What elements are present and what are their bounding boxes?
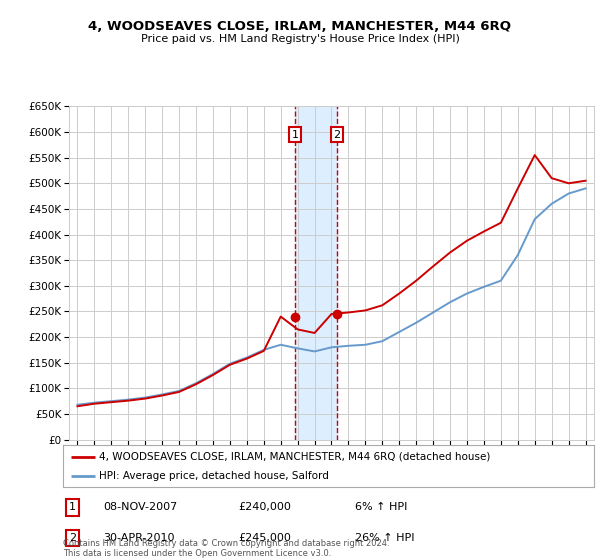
- Text: 4, WOODSEAVES CLOSE, IRLAM, MANCHESTER, M44 6RQ (detached house): 4, WOODSEAVES CLOSE, IRLAM, MANCHESTER, …: [99, 451, 490, 461]
- Text: Contains HM Land Registry data © Crown copyright and database right 2024.
This d: Contains HM Land Registry data © Crown c…: [63, 539, 389, 558]
- Text: £240,000: £240,000: [238, 502, 291, 512]
- Text: 6% ↑ HPI: 6% ↑ HPI: [355, 502, 407, 512]
- Text: 1: 1: [69, 502, 76, 512]
- Text: 26% ↑ HPI: 26% ↑ HPI: [355, 533, 415, 543]
- Text: 08-NOV-2007: 08-NOV-2007: [103, 502, 177, 512]
- Text: 30-APR-2010: 30-APR-2010: [103, 533, 175, 543]
- Text: Price paid vs. HM Land Registry's House Price Index (HPI): Price paid vs. HM Land Registry's House …: [140, 34, 460, 44]
- Text: 1: 1: [292, 129, 299, 139]
- Text: £245,000: £245,000: [238, 533, 291, 543]
- Bar: [295, 106, 337, 440]
- Text: HPI: Average price, detached house, Salford: HPI: Average price, detached house, Salf…: [99, 471, 329, 481]
- Text: 2: 2: [334, 129, 341, 139]
- Text: 4, WOODSEAVES CLOSE, IRLAM, MANCHESTER, M44 6RQ: 4, WOODSEAVES CLOSE, IRLAM, MANCHESTER, …: [89, 20, 511, 32]
- Text: 2: 2: [69, 533, 76, 543]
